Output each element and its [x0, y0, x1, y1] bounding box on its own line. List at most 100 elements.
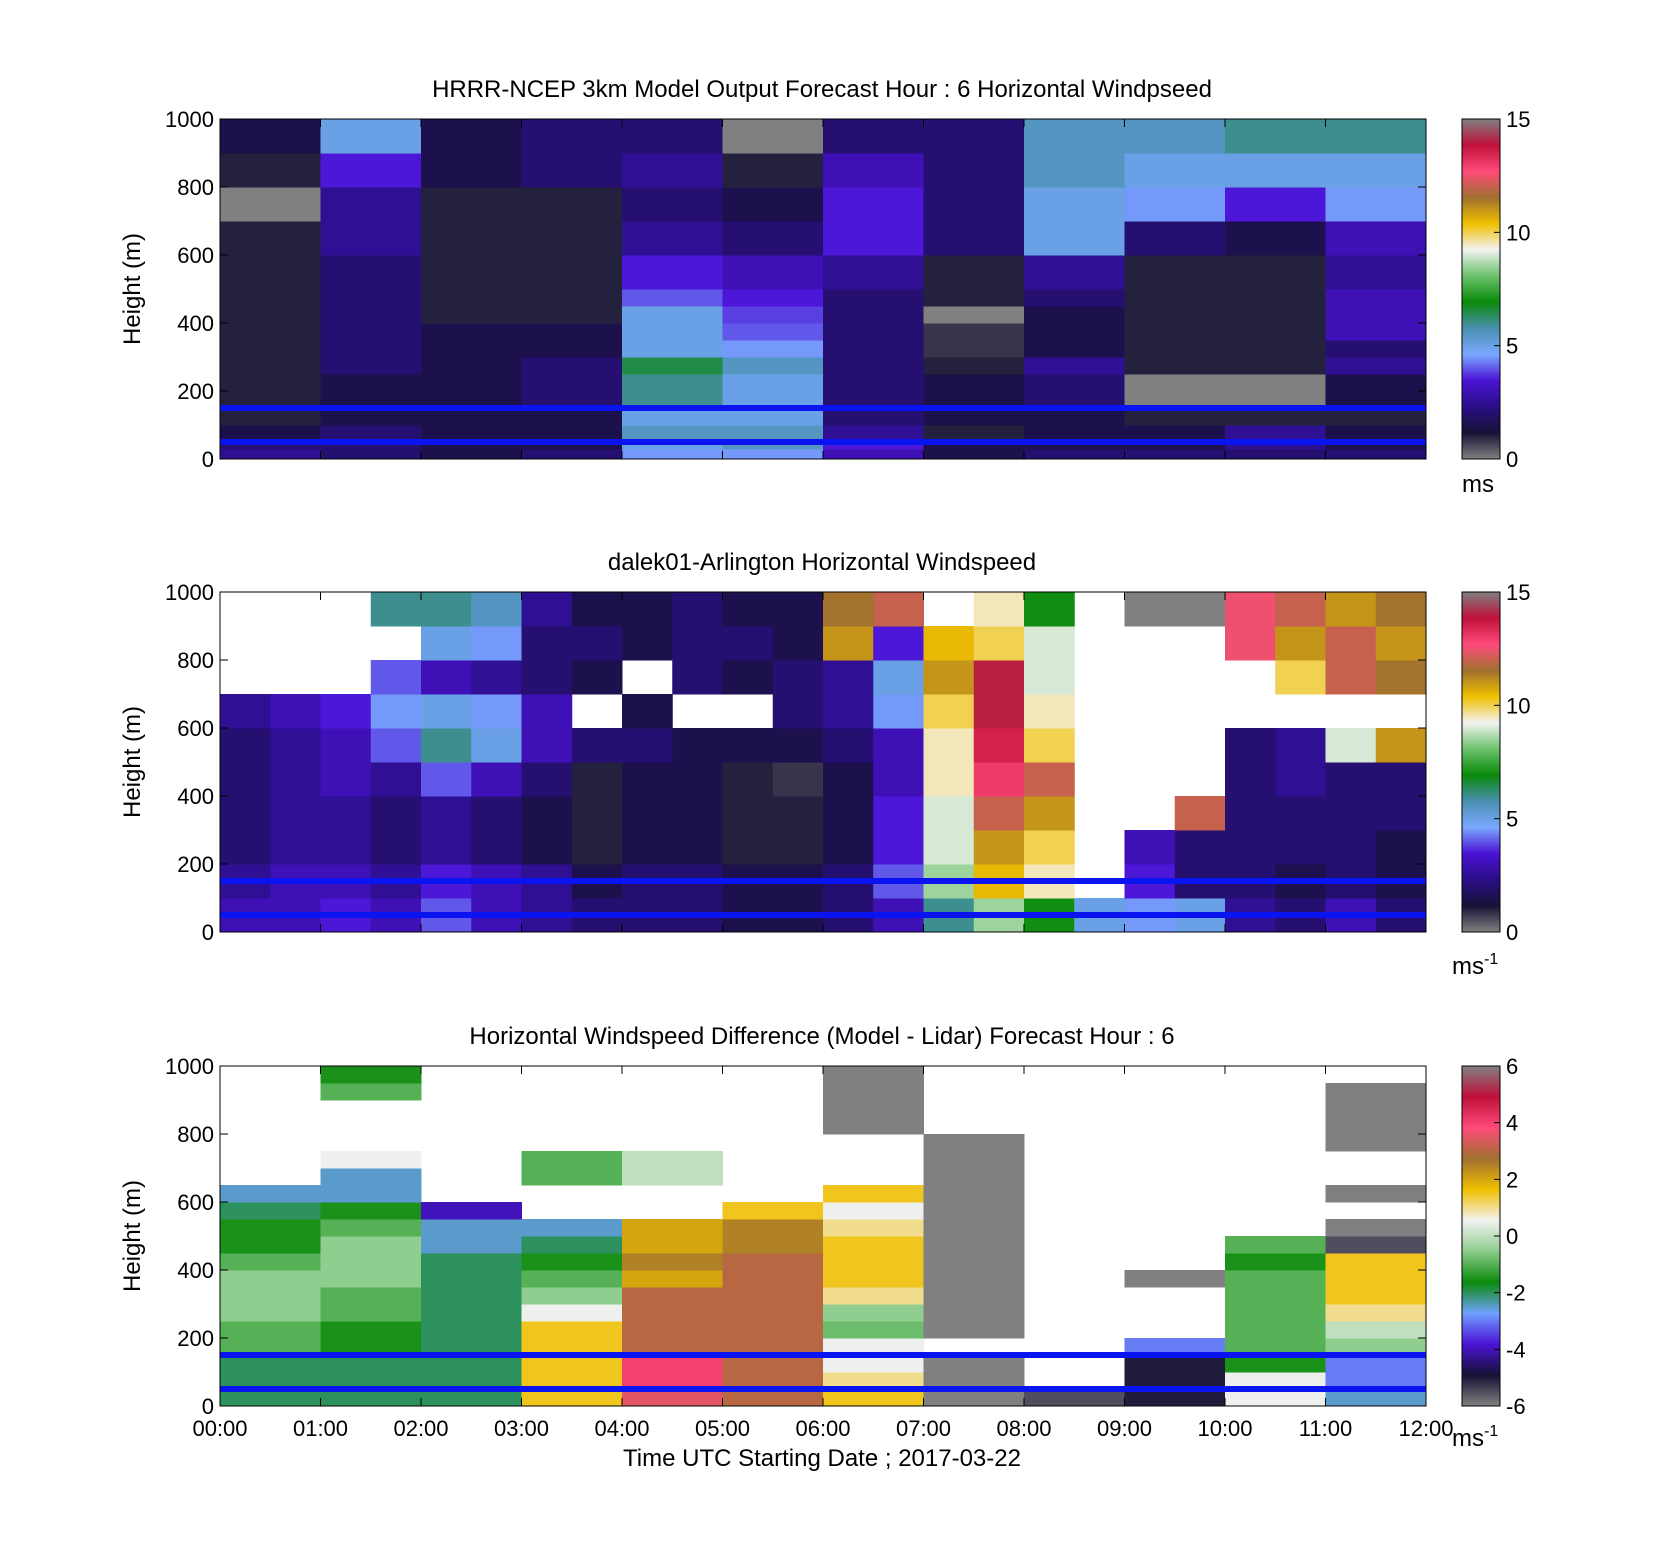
heatmap-cell [1325, 1389, 1427, 1407]
heatmap-cell [1024, 187, 1125, 222]
heatmap-cell [220, 1355, 321, 1373]
heatmap-cell [622, 1372, 723, 1390]
heatmap-cell [722, 1338, 824, 1356]
heatmap-cell [622, 221, 723, 256]
x-tick-label: 07:00 [896, 1416, 951, 1441]
heatmap-cell [1124, 425, 1226, 440]
heatmap-cell [672, 728, 723, 763]
heatmap-cell [873, 796, 924, 831]
heatmap-cell [1325, 255, 1427, 273]
heatmap-cell [823, 323, 924, 341]
y-ticks: 1000 800 600 400 200 0 [165, 580, 1426, 945]
heatmap-cell [923, 306, 1025, 324]
x-tick-label: 04:00 [594, 1416, 649, 1441]
colorbar: 15 10 5 0 [1461, 107, 1530, 472]
panel-lidar: dalek01-Arlington Horizontal Windspeed 1… [119, 549, 1530, 980]
heatmap-cell [823, 830, 874, 865]
colorbar-tick-label: 4 [1506, 1111, 1518, 1136]
heatmap-cell [823, 1236, 924, 1254]
heatmap-cell [1225, 272, 1326, 290]
x-tick-label: 06:00 [795, 1416, 850, 1441]
heatmap-cell [622, 1321, 723, 1339]
heatmap-cell [1024, 762, 1075, 797]
heatmap-cell [722, 592, 774, 627]
heatmap-cell [220, 448, 321, 460]
heatmap-cell [1124, 448, 1226, 460]
heatmap-cell [973, 796, 1025, 831]
heatmap-cell [421, 255, 522, 273]
heatmap-cell [220, 762, 271, 797]
heatmap-cell [823, 1117, 924, 1135]
heatmap-cell [320, 323, 422, 341]
heatmap-cell [622, 830, 673, 865]
heatmap-cell [873, 694, 924, 729]
heatmap-cell [823, 1270, 924, 1288]
heatmap-cell [220, 425, 321, 440]
heatmap-cell [220, 1185, 321, 1203]
y-tick-label: 400 [177, 1258, 214, 1283]
heatmap-cell [923, 289, 1025, 307]
heatmap-cell [320, 1185, 422, 1203]
colorbar-tick-label: 10 [1506, 220, 1530, 245]
heatmap-cell [772, 762, 824, 797]
heatmap-cell [421, 1338, 522, 1356]
heatmap-cell [421, 153, 522, 188]
heatmap-cell [220, 1321, 321, 1339]
heatmap-cell [421, 448, 522, 460]
heatmap-cell [421, 425, 522, 440]
heatmap-cell [471, 592, 522, 627]
heatmap-cell [1024, 448, 1125, 460]
x-ticks [219, 119, 1427, 459]
heatmap-cell [1124, 306, 1226, 324]
heatmap-cell [722, 728, 774, 763]
heatmap-cell [722, 1253, 824, 1271]
heatmap-cell [1225, 1236, 1326, 1254]
heatmap-cell [622, 448, 723, 460]
heatmap-cell [1225, 626, 1276, 661]
heatmap-cell [772, 592, 824, 627]
heatmap-cell [370, 830, 422, 865]
heatmap-cell [1024, 153, 1125, 188]
heatmap-cell [571, 660, 623, 695]
colorbar-tick-label: 15 [1506, 107, 1530, 132]
heatmap-cell [823, 1355, 924, 1373]
heatmap-cell [471, 830, 522, 865]
y-ticks: 1000 800 600 400 200 0 [165, 107, 1426, 472]
panel-model: HRRR-NCEP 3km Model Output Forecast Hour… [119, 76, 1530, 498]
heatmap-cell [1024, 660, 1075, 695]
heatmap-cell [923, 153, 1025, 188]
x-tick-label: 10:00 [1197, 1416, 1252, 1441]
colorbar-gradient [1461, 591, 1501, 933]
heatmap-cell [1225, 289, 1326, 307]
x-tick-label: 02:00 [393, 1416, 448, 1441]
x-tick-label: 01:00 [293, 1416, 348, 1441]
heatmap-cell [220, 1219, 321, 1237]
heatmap-cell [1325, 448, 1427, 460]
colorbar-unit: ms-1 [1452, 951, 1498, 980]
colorbar-tick-label: 5 [1506, 334, 1518, 359]
heatmap-cell [220, 289, 321, 307]
heatmap-cell [1024, 289, 1125, 307]
heatmap-cell [320, 221, 422, 256]
heatmap-cell [923, 1372, 1025, 1390]
heatmap-cell [1024, 391, 1125, 406]
heatmap-cell [622, 289, 723, 307]
heatmap-cell [823, 1338, 924, 1356]
heatmap-cell [823, 660, 874, 695]
heatmap-cell [823, 1372, 924, 1390]
heatmap-cell [320, 1219, 422, 1237]
heatmap-cell [370, 762, 422, 797]
heatmap-cell [923, 255, 1025, 273]
heatmap-cell [521, 357, 623, 375]
panel-title: dalek01-Arlington Horizontal Windspeed [608, 549, 1036, 576]
x-tick-label: 00:00 [192, 1416, 247, 1441]
colorbar-tick-label: 6 [1506, 1054, 1518, 1079]
heatmap-cell [521, 626, 573, 661]
heatmap-cell [622, 255, 723, 273]
heatmap-cell [320, 255, 422, 273]
heatmap-cell [421, 762, 472, 797]
heatmap-cell [823, 187, 924, 222]
heatmap-cell [571, 626, 623, 661]
heatmap-cell [1024, 694, 1075, 729]
heatmap-cell [923, 1389, 1025, 1407]
